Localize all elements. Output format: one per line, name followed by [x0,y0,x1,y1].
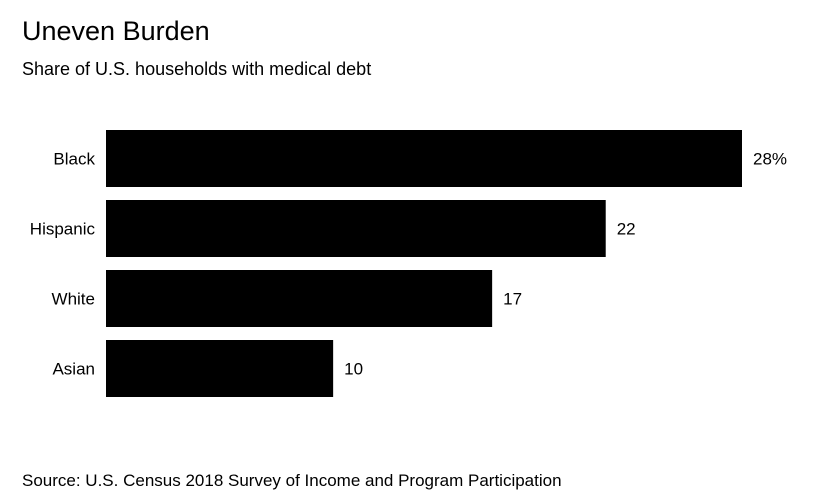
category-label-white: White [52,290,95,309]
category-label-hispanic: Hispanic [30,220,96,239]
value-label-black: 28% [753,150,787,169]
bar-white [106,270,493,327]
category-label-black: Black [53,150,95,169]
bar-asian [106,340,334,397]
value-label-asian: 10 [344,360,363,379]
chart-subtitle: Share of U.S. households with medical de… [22,59,372,79]
bar-hispanic [106,200,606,257]
bar-chart: Black 28% Hispanic 22 White 17 Asian 10 [30,130,787,397]
chart-title: Uneven Burden [22,16,210,46]
value-label-hispanic: 22 [617,220,636,239]
category-label-asian: Asian [52,360,95,379]
value-label-white: 17 [503,290,522,309]
source-note: Source: U.S. Census 2018 Survey of Incom… [22,471,562,490]
bar-black [106,130,742,187]
